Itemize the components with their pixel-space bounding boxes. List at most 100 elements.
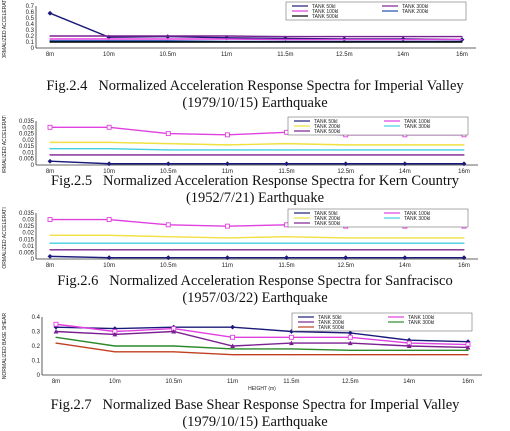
legend-label: TANK 50kl	[314, 211, 338, 217]
data-point	[165, 222, 171, 228]
data-point	[463, 154, 465, 156]
x-tick-label: 10.5m	[165, 379, 182, 385]
data-point	[171, 329, 177, 334]
x-tick-label: 12.5m	[337, 169, 354, 173]
data-point	[53, 321, 59, 327]
legend-label: TANK 100kl	[404, 211, 430, 217]
x-tick-label: 12.5m	[342, 379, 359, 385]
legend-label: TANK 500kl	[318, 325, 344, 331]
x-tick-label: 12.5m	[336, 52, 353, 58]
y-tick-label: 0.3	[26, 28, 35, 34]
data-point	[285, 242, 288, 244]
legend-label: TANK 300kl	[404, 216, 430, 222]
data-point	[345, 249, 347, 251]
data-point	[402, 39, 404, 41]
series-line	[50, 234, 464, 239]
data-point	[284, 255, 289, 261]
data-point	[463, 242, 465, 244]
data-point	[108, 249, 110, 251]
data-point	[226, 144, 229, 146]
data-point	[347, 330, 353, 336]
x-tick-label: 11.5m	[278, 169, 294, 173]
data-point	[225, 255, 230, 261]
data-point	[225, 161, 230, 167]
data-point	[289, 340, 294, 346]
data-point	[108, 141, 110, 143]
y-tick-label: 0.4	[32, 315, 41, 321]
data-point	[465, 339, 471, 345]
data-point	[461, 41, 463, 43]
y-tick-label: 0.01	[22, 244, 34, 250]
data-point	[106, 217, 112, 223]
data-point	[284, 36, 287, 38]
data-point	[226, 237, 229, 239]
x-tick-label: 16m	[458, 263, 470, 269]
data-point	[226, 242, 229, 244]
x-tick-label: 11m	[222, 263, 233, 269]
caption-num: Fig.2.4	[46, 78, 88, 94]
data-point	[55, 342, 57, 344]
data-point	[225, 35, 228, 37]
y-tick-label: 0.025	[19, 224, 35, 230]
data-point	[402, 161, 408, 167]
y-tick-label: 0.6	[26, 10, 35, 16]
data-point	[349, 349, 351, 351]
data-point	[463, 144, 465, 146]
data-point	[231, 354, 234, 356]
data-point	[108, 242, 110, 244]
data-point	[343, 41, 345, 43]
x-tick-label: 11.5m	[278, 263, 294, 269]
data-point	[231, 348, 234, 350]
y-tick-label: 0.015	[19, 237, 35, 243]
caption-num: Fig.2.6	[57, 273, 99, 289]
data-point	[114, 345, 116, 347]
y-tick-label: 0	[31, 257, 35, 263]
data-point	[47, 124, 53, 130]
legend-label: TANK 300kl	[404, 124, 430, 130]
y-tick-label: 0	[37, 373, 41, 379]
y-tick-label: 0.02	[22, 231, 34, 237]
legend-label: TANK 100kl	[404, 119, 430, 125]
caption-line2: (1952/7/21) Earthquake	[185, 190, 325, 206]
data-point	[106, 161, 112, 167]
caption-line2: (1979/10/15) Earthquake	[182, 414, 328, 430]
data-point	[49, 154, 51, 156]
data-point	[288, 334, 294, 340]
x-tick-label: 14m	[397, 52, 409, 58]
x-tick-label: 12.5m	[337, 263, 354, 269]
y-tick-label: 0.2	[32, 344, 41, 350]
data-point	[461, 255, 467, 261]
data-point	[285, 249, 288, 251]
legend-box	[287, 116, 469, 136]
x-tick-label: 10.5m	[160, 169, 177, 173]
y-tick-label: 0.035	[19, 119, 35, 125]
legend-label: TANK 200kl	[402, 9, 428, 15]
caption-2-7: Fig.2.7 Normalized Base Shear Response S…	[0, 397, 510, 431]
y-axis-label: NORMALIZED ACCELERATION	[2, 0, 8, 58]
legend-box	[287, 208, 469, 228]
x-tick-label: 10m	[103, 263, 115, 269]
data-point	[345, 154, 347, 156]
data-point	[284, 39, 287, 41]
x-tick-label: 11m	[222, 169, 233, 173]
data-point	[225, 38, 228, 40]
x-tick-label: 11.5m	[277, 52, 293, 58]
data-point	[461, 161, 467, 167]
data-point	[406, 343, 412, 348]
data-point	[108, 154, 110, 156]
data-point	[112, 331, 118, 337]
y-axis-label: NORMALIZED BASE SHEAR	[2, 313, 8, 380]
y-axis-label: NORMALIZED ACCELERATION	[2, 115, 8, 173]
caption-text: Normalized Acceleration Response Spectra…	[109, 273, 453, 289]
data-point	[165, 255, 171, 261]
chart-2-7: 0.4 0.3 0.2 0.1 0 8m 10m 10.5m 11m 11.5m 12.5m 14m 1…	[2, 313, 482, 392]
data-point	[108, 38, 110, 40]
legend-label: TANK 50kl	[318, 315, 342, 321]
x-tick-label: 16m	[456, 52, 468, 58]
data-point	[461, 39, 463, 41]
x-tick-label: 10m	[103, 169, 115, 173]
data-point	[49, 242, 51, 244]
data-point	[465, 344, 471, 350]
data-point	[463, 249, 465, 251]
data-point	[463, 149, 465, 151]
